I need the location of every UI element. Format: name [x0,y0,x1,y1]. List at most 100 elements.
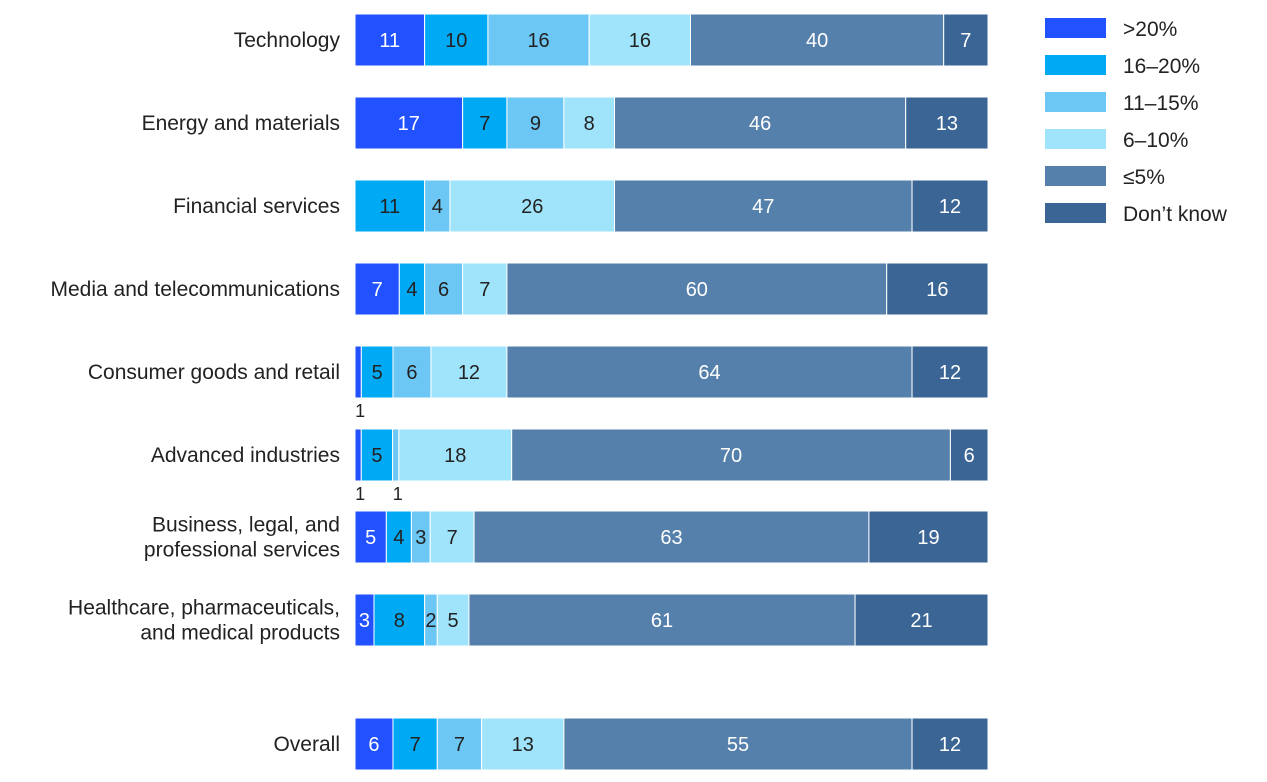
bar-segment [563,96,616,150]
category-label: professional services [144,539,340,562]
category-label: Energy and materials [142,112,340,135]
data-label: 3 [415,527,426,549]
data-label: 16 [629,30,651,52]
bar-segment [911,345,989,399]
data-label: 3 [359,610,370,632]
data-label-outside: 1 [355,484,365,504]
category-label: and medical products [140,622,340,645]
data-label: 5 [371,445,382,467]
bar-segment [360,428,394,482]
data-label: 70 [720,445,742,467]
data-label: 60 [686,279,708,301]
bar-segment [354,717,394,771]
data-label: 6 [406,362,417,384]
bar-segment [354,96,464,150]
bar-segment [392,345,432,399]
bar-segment [854,593,989,647]
bar-segment [506,96,565,150]
data-label: 16 [926,279,948,301]
bar-segment [436,593,470,647]
category-labels: Technology Energy and materials Financial … [51,29,341,756]
data-label-outside: 1 [393,484,403,504]
bar-segment [487,13,590,67]
legend-swatch [1045,18,1106,38]
data-label: 40 [806,30,828,52]
data-label: 5 [365,527,376,549]
bar-segment [354,179,426,233]
category-label: Media and telecommunications [51,278,341,301]
bar-segment [462,96,508,150]
bar-segment [429,510,475,564]
data-label: 47 [752,196,774,218]
legend-label: ≤5% [1123,166,1165,189]
data-label: 18 [444,445,466,467]
bar-segment [943,13,989,67]
data-label: 26 [521,196,543,218]
data-label: 13 [512,734,534,756]
bar-segment [354,13,426,67]
data-label: 12 [939,734,961,756]
bar-segment [588,13,691,67]
data-label: 9 [530,113,541,135]
data-label: 46 [749,113,771,135]
bar-segment [398,262,426,316]
bar-segment [354,428,362,482]
bar-segment [506,262,888,316]
data-label: 7 [447,527,458,549]
bar-segment [354,345,362,399]
data-label: 12 [458,362,480,384]
bar-segment [468,593,856,647]
data-label: 12 [939,362,961,384]
data-label: 64 [698,362,720,384]
data-label: 21 [910,610,932,632]
data-label: 61 [651,610,673,632]
data-label: 55 [727,734,749,756]
category-label: Business, legal, and [152,514,340,537]
data-label: 12 [939,196,961,218]
data-label: 16 [527,30,549,52]
data-label: 4 [432,196,443,218]
data-label: 5 [448,610,459,632]
category-label: Financial services [173,195,340,218]
data-label: 63 [660,527,682,549]
bar-segment [392,717,438,771]
bar-segment [424,179,451,233]
legend-label: 6–10% [1123,129,1188,152]
bar-segment [886,262,989,316]
data-label: 7 [454,734,465,756]
data-label: 6 [368,734,379,756]
legend-swatch [1045,203,1106,223]
bar-segment [905,96,989,150]
data-label: 4 [406,279,417,301]
bar-segment [949,428,989,482]
data-label: 7 [479,279,490,301]
bar-segment [462,262,508,316]
data-label: 8 [394,610,405,632]
bar-segment [911,717,989,771]
category-label: Consumer goods and retail [88,361,340,384]
legend-swatch [1045,129,1106,149]
data-label: 4 [393,527,404,549]
legend-swatch [1045,92,1106,112]
data-label: 7 [479,113,490,135]
data-label: 7 [372,279,383,301]
category-label: Overall [273,733,340,756]
data-label: 11 [379,30,400,52]
data-label: 7 [960,30,971,52]
data-label: 6 [438,279,449,301]
bar-segment [506,345,913,399]
data-label: 19 [917,527,939,549]
bar-segment [385,510,412,564]
data-label: 13 [936,113,958,135]
legend-swatch [1045,166,1106,186]
bar-segment [563,717,913,771]
data-label: 5 [372,362,383,384]
data-label: 2 [425,610,436,632]
bar-segment [373,593,426,647]
bar-segment [481,717,565,771]
category-label: Technology [234,29,341,52]
bar-segment [473,510,870,564]
legend-label: 11–15% [1123,92,1199,115]
data-label: 7 [410,734,421,756]
bar-segment [392,428,400,482]
